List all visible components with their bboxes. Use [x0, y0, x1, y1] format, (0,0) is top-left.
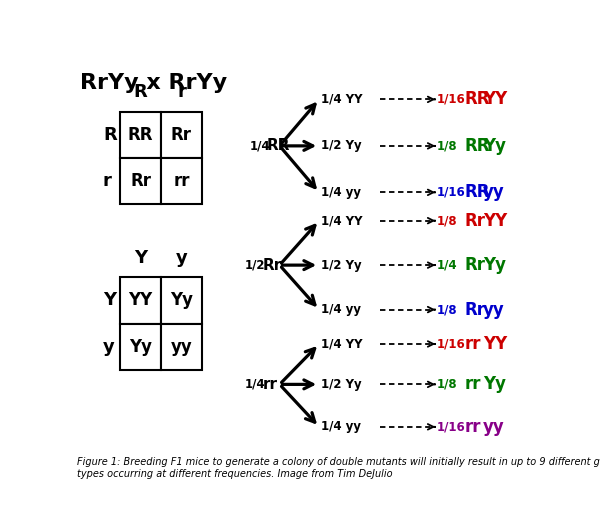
Text: rr: rr — [464, 418, 481, 436]
Text: RR: RR — [128, 126, 154, 144]
Bar — [161, 324, 202, 370]
Text: yy: yy — [483, 301, 505, 319]
Text: YY: YY — [128, 291, 152, 310]
Text: 1/16: 1/16 — [437, 186, 466, 199]
Text: 1/2 Yy: 1/2 Yy — [322, 139, 362, 152]
Text: 1/16: 1/16 — [437, 93, 466, 106]
Text: R: R — [134, 83, 148, 101]
Text: Rr: Rr — [171, 126, 192, 144]
Text: RR: RR — [464, 183, 490, 202]
Text: 1/2 Yy: 1/2 Yy — [322, 378, 362, 391]
Text: yy: yy — [483, 418, 505, 436]
Text: Rr: Rr — [130, 172, 151, 190]
Text: RrYy x RrYy: RrYy x RrYy — [80, 73, 227, 93]
Text: 1/4 yy: 1/4 yy — [322, 186, 361, 199]
Bar — [120, 158, 161, 205]
Text: RR: RR — [267, 139, 290, 153]
Text: 1/4 yy: 1/4 yy — [322, 421, 361, 433]
Text: Rr: Rr — [464, 212, 485, 229]
Text: YY: YY — [483, 212, 507, 229]
Text: 1/4: 1/4 — [245, 378, 265, 391]
Text: yy: yy — [170, 338, 193, 356]
Text: Yy: Yy — [483, 256, 506, 274]
Text: 1/4: 1/4 — [250, 139, 270, 152]
Text: RR: RR — [464, 137, 490, 155]
Bar — [120, 277, 161, 324]
Text: YY: YY — [483, 335, 507, 353]
Text: 1/4 yy: 1/4 yy — [322, 303, 361, 316]
Text: 1/8: 1/8 — [437, 303, 457, 316]
Text: Rr: Rr — [464, 301, 485, 319]
Text: r: r — [177, 83, 186, 101]
Text: rr: rr — [173, 172, 190, 190]
Bar — [161, 277, 202, 324]
Text: 1/4 YY: 1/4 YY — [322, 338, 363, 351]
Text: Y: Y — [103, 291, 116, 310]
Text: Yy: Yy — [483, 375, 506, 393]
Text: rr: rr — [464, 335, 481, 353]
Text: Figure 1: Breeding F1 mice to generate a colony of double mutants will initially: Figure 1: Breeding F1 mice to generate a… — [77, 457, 600, 479]
Text: 1/2 Yy: 1/2 Yy — [322, 259, 362, 271]
Text: y: y — [176, 249, 187, 267]
Bar — [120, 111, 161, 158]
Bar — [161, 111, 202, 158]
Bar — [161, 158, 202, 205]
Text: 1/2: 1/2 — [245, 259, 265, 271]
Text: RR: RR — [464, 90, 490, 108]
Text: Yy: Yy — [483, 137, 506, 155]
Text: 1/4 YY: 1/4 YY — [322, 93, 363, 106]
Text: 1/16: 1/16 — [437, 421, 466, 433]
Text: 1/16: 1/16 — [437, 338, 466, 351]
Text: Yy: Yy — [170, 291, 193, 310]
Text: Rr: Rr — [262, 258, 281, 272]
Text: 1/4: 1/4 — [437, 259, 457, 271]
Text: 1/8: 1/8 — [437, 214, 457, 227]
Text: R: R — [103, 126, 116, 144]
Text: Rr: Rr — [464, 256, 485, 274]
Bar — [120, 324, 161, 370]
Text: rr: rr — [464, 375, 481, 393]
Text: y: y — [103, 338, 115, 356]
Text: YY: YY — [483, 90, 507, 108]
Text: Y: Y — [134, 249, 147, 267]
Text: 1/8: 1/8 — [437, 378, 457, 391]
Text: rr: rr — [262, 377, 277, 392]
Text: Yy: Yy — [129, 338, 152, 356]
Text: r: r — [103, 172, 112, 190]
Text: yy: yy — [483, 183, 505, 202]
Text: 1/8: 1/8 — [437, 139, 457, 152]
Text: 1/4 YY: 1/4 YY — [322, 214, 363, 227]
